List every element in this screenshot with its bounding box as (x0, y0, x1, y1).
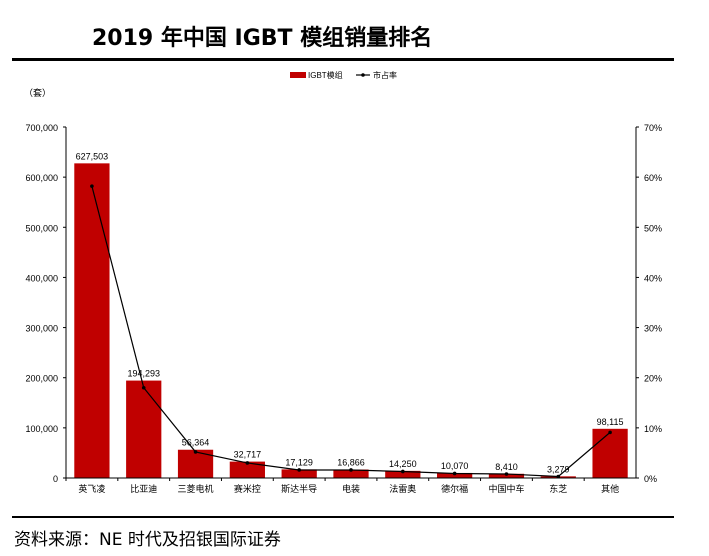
category-label: 三菱电机 (178, 483, 214, 494)
share-point (297, 468, 301, 472)
share-point (193, 450, 198, 454)
left-tick-label: 0 (53, 474, 58, 484)
bar-value-label: 8,410 (495, 462, 518, 472)
category-label: 德尔福 (441, 483, 468, 494)
legend-bar-label: IGBT模组 (308, 70, 343, 80)
category-label: 中国中车 (488, 483, 524, 494)
left-tick-label: 700,000 (25, 123, 58, 133)
footer-divider (12, 516, 674, 518)
category-label: 赛米控 (234, 483, 261, 494)
bar (281, 469, 317, 478)
left-tick-label: 300,000 (25, 324, 58, 334)
left-tick-label: 400,000 (25, 273, 58, 283)
category-label: 电装 (342, 483, 360, 494)
category-label: 比亚迪 (130, 483, 157, 494)
legend-bar-swatch (290, 72, 306, 78)
right-tick-label: 40% (644, 273, 662, 283)
right-tick-label: 70% (644, 123, 662, 133)
category-label: 法雷奥 (389, 483, 416, 494)
share-point (141, 385, 146, 390)
bar (126, 380, 162, 478)
bar (592, 428, 628, 478)
category-label: 英飞凌 (78, 483, 105, 494)
title-divider (12, 58, 674, 61)
right-tick-label: 60% (644, 173, 662, 183)
left-tick-label: 100,000 (25, 424, 58, 434)
bar-value-label: 14,250 (389, 459, 417, 469)
share-point (401, 469, 405, 474)
left-tick-label: 200,000 (25, 374, 58, 384)
bar-value-label: 16,866 (337, 458, 365, 468)
bar (333, 469, 369, 478)
bar-value-label: 98,115 (597, 417, 624, 427)
source-note: 资料来源：NE 时代及招银国际证券 (14, 530, 281, 550)
bar-value-label: 3,279 (547, 464, 570, 474)
right-tick-label: 10% (644, 424, 662, 434)
right-tick-label: 20% (644, 374, 662, 384)
right-tick-label: 50% (644, 223, 662, 233)
bar-value-label: 10,070 (441, 461, 469, 471)
page-title: 2019 年中国 IGBT 模组销量排名 (92, 26, 433, 51)
category-label: 东芝 (549, 483, 567, 494)
bar (437, 472, 473, 478)
share-point (245, 461, 250, 465)
right-tick-label: 0% (644, 474, 657, 484)
legend-line-label: 市占率 (373, 70, 397, 80)
share-point (90, 184, 94, 188)
share-point (504, 472, 509, 476)
unit-label: （套） (24, 87, 51, 98)
bar (74, 163, 110, 479)
bar (229, 461, 265, 478)
share-point (349, 468, 353, 472)
category-label: 其他 (601, 483, 619, 494)
bar-value-label: 17,129 (285, 457, 313, 467)
left-tick-label: 600,000 (25, 173, 58, 183)
bar (385, 470, 421, 478)
share-point (608, 430, 612, 435)
bar-value-label: 627,503 (76, 151, 109, 161)
bar-value-label: 32,717 (234, 450, 262, 460)
bar-value-label: 194,293 (127, 369, 160, 379)
legend-line-marker (361, 73, 365, 77)
share-line (91, 186, 611, 478)
category-label: 斯达半导 (281, 483, 317, 494)
bar (488, 473, 525, 478)
left-tick-label: 500,000 (25, 223, 58, 233)
right-tick-label: 30% (644, 324, 662, 334)
share-point (452, 471, 457, 476)
share-point (556, 474, 561, 479)
bar-value-label: 56,364 (182, 438, 210, 448)
